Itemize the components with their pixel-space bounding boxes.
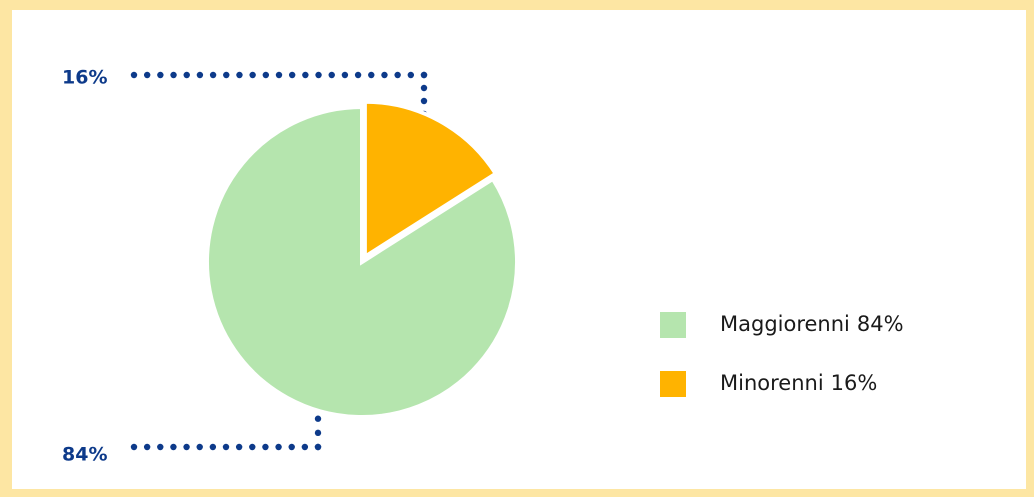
data-label: 16% (62, 67, 107, 89)
dot (196, 443, 203, 451)
dot (170, 71, 177, 79)
dot (223, 71, 230, 79)
dot (262, 443, 269, 451)
dot (407, 71, 415, 79)
legend-name: Maggiorenni (720, 312, 850, 336)
dot (130, 443, 138, 451)
dot (209, 71, 217, 79)
dot (420, 71, 428, 79)
dot (394, 71, 401, 79)
dot (157, 71, 164, 79)
legend-value: 84% (857, 312, 904, 336)
callout-lines (130, 71, 428, 451)
legend-swatch (660, 371, 686, 397)
legend-swatch (660, 312, 686, 338)
dot (314, 443, 322, 451)
dot (288, 71, 296, 79)
dot (420, 97, 428, 105)
legend-entry: Minorenni 16% (720, 371, 877, 395)
dot (420, 84, 428, 92)
dot (183, 443, 190, 451)
dot (314, 415, 322, 422)
legend-value: 16% (831, 371, 878, 395)
dot (275, 443, 282, 451)
dot (328, 71, 335, 79)
dot (341, 71, 349, 79)
dot (275, 71, 283, 79)
dot (209, 443, 217, 451)
legend-name: Minorenni (720, 371, 824, 395)
dot (143, 71, 151, 79)
dot (130, 71, 138, 79)
pie-slice (362, 99, 499, 261)
dot (235, 443, 243, 451)
pie-slice (205, 104, 519, 419)
dot (315, 71, 322, 79)
dot (170, 443, 177, 451)
dot (143, 443, 151, 451)
dot (236, 71, 243, 79)
dot (249, 443, 256, 451)
dot (196, 71, 204, 79)
dot (354, 71, 362, 79)
dot (301, 443, 309, 451)
dot (302, 71, 309, 79)
dot (183, 71, 190, 79)
dot (157, 443, 164, 451)
dot (314, 429, 322, 437)
frame-top (0, 0, 1034, 10)
dot (381, 71, 388, 79)
legend-entry: Maggiorenni 84% (720, 312, 904, 336)
dot (368, 71, 375, 79)
dot (288, 443, 295, 451)
dot (249, 71, 256, 79)
dot (222, 443, 230, 451)
frame-left (0, 0, 12, 497)
data-label: 84% (62, 444, 107, 466)
dot (262, 71, 270, 79)
